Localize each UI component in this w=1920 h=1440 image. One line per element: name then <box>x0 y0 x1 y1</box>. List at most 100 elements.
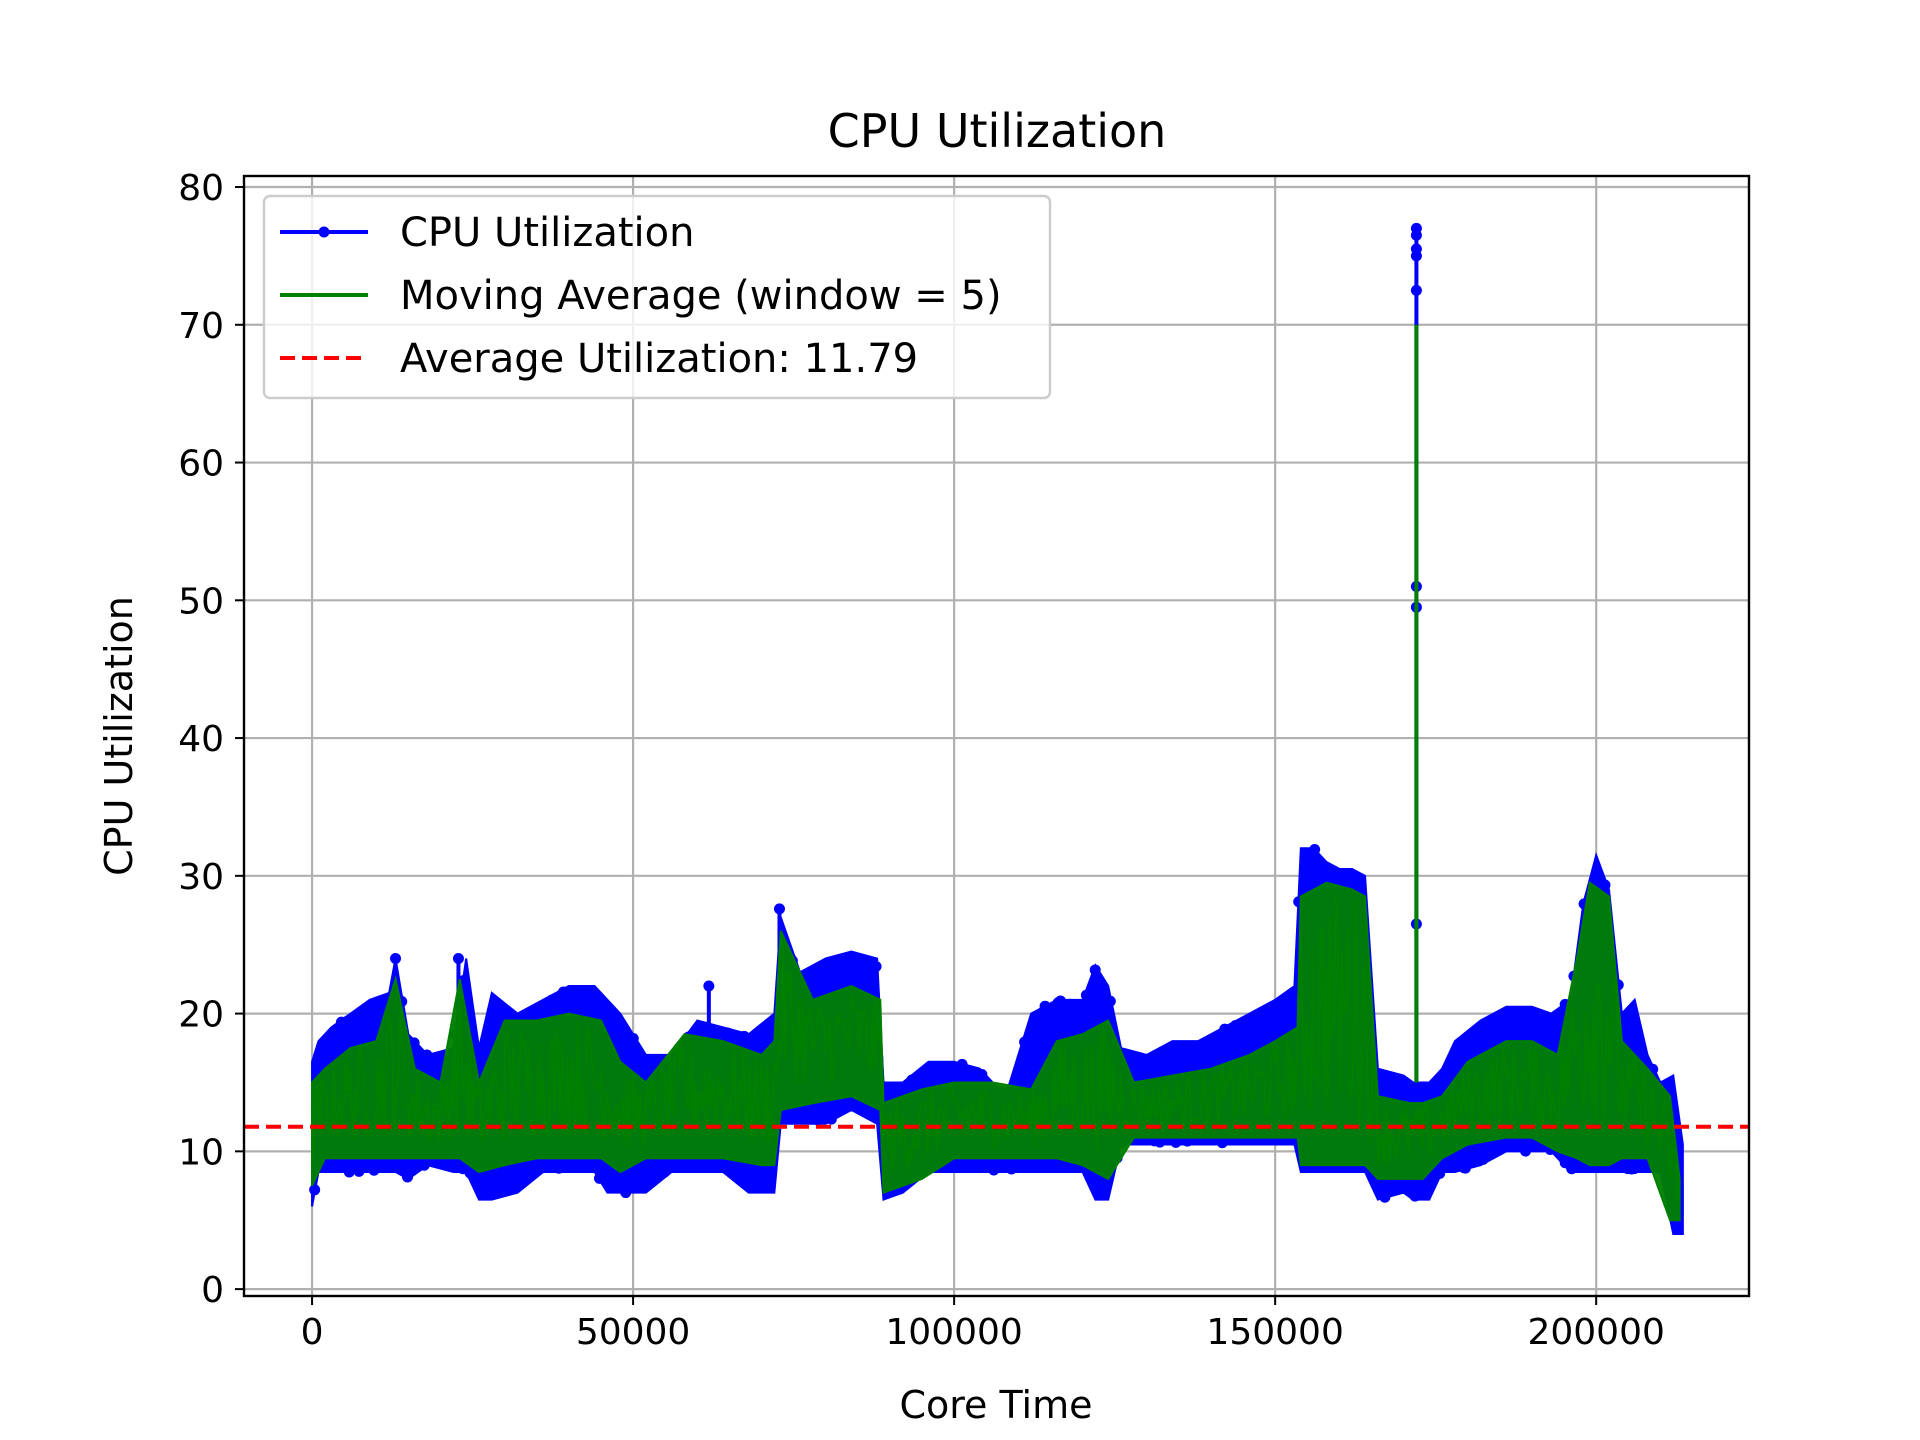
cpu-utilization-point <box>1409 1190 1421 1202</box>
cpu-utilization-point <box>593 1172 605 1184</box>
cpu-utilization-point <box>388 1160 400 1172</box>
cpu-utilization-point <box>1520 1145 1532 1157</box>
cpu-utilization-point <box>1089 964 1101 976</box>
cpu-utilization-point <box>500 1182 512 1194</box>
cpu-utilization-point <box>1635 1159 1647 1171</box>
cpu-utilization-point <box>627 1032 639 1044</box>
x-tick-label: 150000 <box>1206 1312 1343 1353</box>
cpu-utilization-point <box>1530 1007 1542 1019</box>
cpu-utilization-point <box>1559 1157 1571 1169</box>
cpu-utilization-point <box>1154 1136 1166 1148</box>
legend-label-average-utilization: Average Utilization: 11.79 <box>400 336 918 382</box>
cpu-utilization-point <box>1216 1137 1228 1149</box>
legend-label-moving-average: Moving Average (window = 5) <box>400 273 1002 319</box>
cpu-utilization-point <box>1599 879 1611 891</box>
cpu-utilization-point <box>580 987 592 999</box>
cpu-utilization-point <box>1230 1020 1242 1032</box>
cpu-utilization-point <box>1458 1162 1470 1174</box>
cpu-utilization-point <box>1400 1081 1412 1093</box>
cpu-utilization-point <box>352 1162 364 1174</box>
chart-title: CPU Utilization <box>828 104 1167 158</box>
cpu-utilization-point <box>697 1160 709 1172</box>
cpu-utilization-point <box>870 960 882 972</box>
cpu-spike-point <box>1410 229 1422 241</box>
cpu-utilization-point <box>722 1164 734 1176</box>
cpu-utilization-point <box>689 1161 701 1173</box>
x-tick-label: 100000 <box>885 1312 1022 1353</box>
cpu-utilization-point <box>464 1167 476 1179</box>
cpu-utilization-point <box>701 1021 713 1033</box>
y-axis-label: CPU Utilization <box>97 596 141 876</box>
y-tick-label: 70 <box>178 306 224 347</box>
cpu-utilization-point <box>1104 995 1116 1007</box>
y-tick-label: 10 <box>178 1132 224 1173</box>
x-tick-label: 200000 <box>1527 1312 1664 1353</box>
cpu-spike-point <box>1410 250 1422 262</box>
cpu-utilization-point <box>400 1164 412 1176</box>
cpu-utilization-point <box>976 1068 988 1080</box>
cpu-utilization-point <box>1383 1186 1395 1198</box>
cpu-utilization-point <box>531 1006 543 1018</box>
cpu-utilization-point <box>1450 1044 1462 1056</box>
legend: CPU Utilization Moving Average (window =… <box>262 194 1052 400</box>
cpu-utilization-point <box>1005 1163 1017 1175</box>
cpu-utilization-point <box>851 953 863 965</box>
y-tick-label: 20 <box>178 995 224 1036</box>
cpu-utilization-point <box>440 1159 452 1171</box>
cpu-utilization-point <box>1477 1153 1489 1165</box>
cpu-utilization-point <box>1170 1136 1182 1148</box>
cpu-utilization-point <box>906 1074 918 1086</box>
cpu-spike-point <box>773 903 785 915</box>
cpu-utilization-point <box>620 1187 632 1199</box>
x-tick-label: 0 <box>301 1312 324 1353</box>
cpu-utilization-point <box>527 1166 539 1178</box>
cpu-utilization-point <box>722 1027 734 1039</box>
cpu-utilization-point <box>541 1159 553 1171</box>
cpu-utilization-point <box>812 1114 824 1126</box>
cpu-utilization-point <box>509 1179 521 1191</box>
legend-label-cpu-utilization: CPU Utilization <box>400 210 694 256</box>
cpu-utilization-point <box>1247 1012 1259 1024</box>
cpu-utilization-point <box>1039 1000 1051 1012</box>
cpu-utilization-point <box>1052 997 1064 1009</box>
cpu-utilization-point <box>323 1031 335 1043</box>
cpu-utilization-point <box>1311 853 1323 865</box>
x-tick-label: 50000 <box>576 1312 691 1353</box>
y-tick-label: 40 <box>178 719 224 760</box>
cpu-utilization-point <box>368 1164 380 1176</box>
legend-cpu-marker-swatch <box>318 226 330 238</box>
plot-frame <box>242 174 1751 1298</box>
cpu-utilization-point <box>756 1180 768 1192</box>
cpu-utilization-point <box>1331 868 1343 880</box>
moving-average-line <box>311 893 1680 1200</box>
cpu-utilization-point <box>824 1111 836 1123</box>
cpu-utilization-point <box>1622 1163 1634 1175</box>
cpu-utilization-point <box>738 1030 750 1042</box>
cpu-utilization-point <box>335 1016 347 1028</box>
cpu-utilization-point <box>1156 1049 1168 1061</box>
cpu-utilization-point <box>421 1049 433 1061</box>
cpu-utilization-point <box>1434 1168 1446 1180</box>
cpu-utilization-point <box>1213 1031 1225 1043</box>
cpu-utilization-point <box>900 1082 912 1094</box>
cpu-utilization-point <box>988 1164 1000 1176</box>
cpu-utilization-point <box>373 1000 385 1012</box>
y-tick-label: 50 <box>178 581 224 622</box>
cpu-utilization-point <box>1019 1036 1031 1048</box>
cpu-spike-point <box>703 980 715 992</box>
cpu-utilization-point <box>942 1066 954 1078</box>
cpu-spike-point <box>1410 284 1422 296</box>
cpu-utilization-point <box>553 1162 565 1174</box>
cpu-utilization-point <box>564 987 576 999</box>
cpu-utilization-point <box>659 1166 671 1178</box>
plot-data-layer <box>244 222 1749 1236</box>
y-tick-label: 80 <box>178 168 224 209</box>
cpu-utilization-point <box>1064 998 1076 1010</box>
cpu-utilization-point <box>408 1037 420 1049</box>
cpu-utilization-point <box>1309 843 1321 855</box>
y-tick-label: 0 <box>201 1270 224 1311</box>
legend-box <box>262 194 1052 400</box>
cpu-utilization-point <box>883 1087 895 1099</box>
